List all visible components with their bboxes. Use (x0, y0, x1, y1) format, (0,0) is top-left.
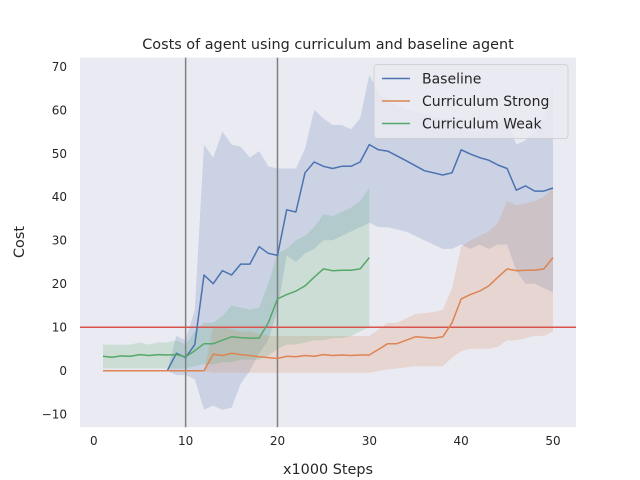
y-tick-label: 10 (52, 321, 67, 335)
y-tick-label: −10 (42, 408, 67, 422)
curriculum-weak-line (102, 257, 370, 358)
series-lines (102, 143, 554, 372)
x-ticks: 0 10 20 30 40 50 (90, 434, 561, 448)
legend-label-baseline: Baseline (422, 72, 481, 88)
y-ticks: −10 0 10 20 30 40 50 60 70 (42, 60, 67, 422)
chart-title: Costs of agent using curriculum and base… (142, 37, 514, 53)
y-axis-label: Cost (12, 226, 28, 258)
legend-box (373, 64, 569, 139)
x-tick-label: 50 (545, 434, 560, 448)
y-tick-label: 20 (52, 277, 67, 291)
y-tick-label: 30 (52, 234, 67, 248)
curriculum-weak-band (103, 188, 370, 369)
baseline-line (166, 143, 554, 372)
curriculum-strong-line (103, 257, 554, 372)
x-axis-label: x1000 Steps (283, 462, 373, 478)
baseline-band (167, 75, 554, 410)
x-tick-label: 40 (454, 434, 469, 448)
y-tick-label: 0 (59, 364, 67, 378)
x-tick-label: 20 (270, 434, 285, 448)
y-tick-label: 70 (52, 60, 67, 74)
x-tick-label: 10 (178, 434, 193, 448)
y-tick-label: 50 (52, 147, 67, 161)
reference-lines (80, 57, 576, 428)
legend: Baseline Curriculum Strong Curriculum Weak (373, 64, 569, 139)
y-tick-label: 60 (52, 103, 67, 117)
legend-label-curriculum-strong: Curriculum Strong (422, 94, 549, 110)
x-tick-label: 0 (90, 434, 98, 448)
legend-label-curriculum-weak: Curriculum Weak (422, 117, 542, 133)
y-tick-label: 40 (52, 190, 67, 204)
x-tick-label: 30 (362, 434, 377, 448)
